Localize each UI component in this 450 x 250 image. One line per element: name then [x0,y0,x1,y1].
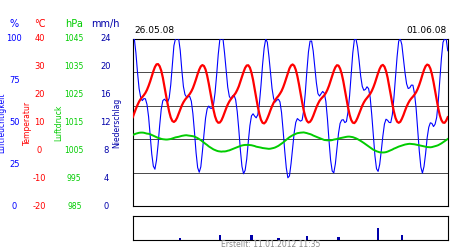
Text: 1035: 1035 [64,62,84,71]
Text: %: % [10,19,19,29]
Text: 20: 20 [100,62,111,71]
Bar [306,236,308,240]
Bar [400,235,403,240]
Text: 01.06.08: 01.06.08 [406,26,446,36]
Text: Niederschlag: Niederschlag [112,97,122,148]
Text: 26.05.08: 26.05.08 [134,26,175,36]
Text: Luftfeuchtigkeit: Luftfeuchtigkeit [0,92,7,153]
Text: Erstellt: 11.01.2012 11:35: Erstellt: 11.01.2012 11:35 [221,240,320,249]
Text: 4: 4 [103,174,108,183]
Text: °C: °C [34,19,45,29]
Text: 50: 50 [9,118,20,127]
Bar [377,228,379,240]
Text: 75: 75 [9,76,20,85]
Text: 12: 12 [100,118,111,127]
Text: -10: -10 [33,174,46,183]
Text: 995: 995 [67,174,81,183]
Text: hPa: hPa [65,19,83,29]
Text: 16: 16 [100,90,111,99]
Text: 0: 0 [37,146,42,155]
Text: Temperatur: Temperatur [22,100,32,144]
Text: 8: 8 [103,146,108,155]
Text: 985: 985 [67,202,81,211]
Text: 0: 0 [12,202,17,211]
Text: 100: 100 [6,34,22,43]
Text: 40: 40 [34,34,45,43]
Text: Luftdruck: Luftdruck [54,104,63,141]
Text: 10: 10 [34,118,45,127]
Text: 1025: 1025 [65,90,84,99]
Bar [179,238,181,240]
Text: 25: 25 [9,160,20,169]
Text: 30: 30 [34,62,45,71]
Bar [219,235,221,240]
Text: mm/h: mm/h [91,19,120,29]
Text: 1015: 1015 [65,118,84,127]
Bar [338,237,340,240]
Text: 20: 20 [34,90,45,99]
Text: 1005: 1005 [64,146,84,155]
Text: -20: -20 [33,202,46,211]
Text: 0: 0 [103,202,108,211]
Text: 24: 24 [100,34,111,43]
Text: 1045: 1045 [64,34,84,43]
Bar [250,235,252,240]
Bar [277,238,279,240]
